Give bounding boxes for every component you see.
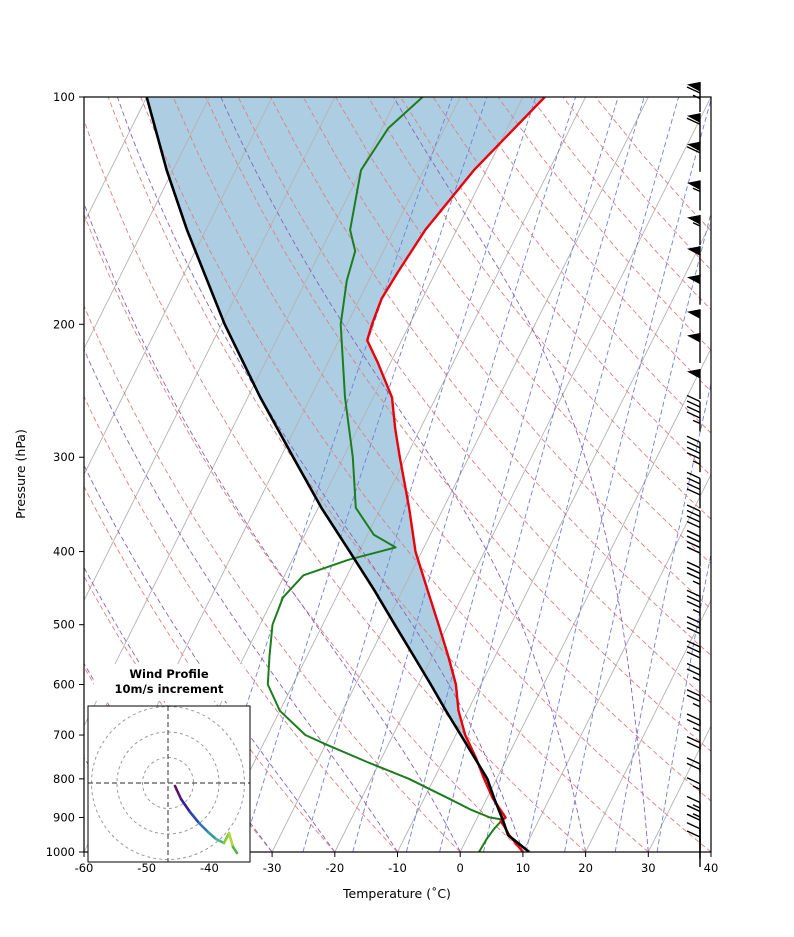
svg-text:10: 10 (516, 861, 531, 875)
svg-text:20: 20 (578, 861, 593, 875)
x-axis-ticks: -60 -50 -40 -30 -20 -10 0 10 20 30 40 (75, 852, 719, 875)
temperature-profile-line (366, 97, 546, 852)
svg-text:500: 500 (53, 618, 75, 632)
hodograph-crosshair (88, 706, 250, 862)
svg-text:-20: -20 (325, 861, 344, 875)
dewpoint-profile-line (266, 97, 504, 852)
svg-text:800: 800 (53, 772, 75, 786)
y-axis-ticks: 100 200 300 400 500 600 700 800 900 1000 (46, 90, 84, 859)
cape-shading (146, 97, 545, 822)
hodograph-inset (87, 705, 251, 863)
svg-text:0: 0 (457, 861, 464, 875)
x-axis-label: Temperature (˚C) (342, 886, 451, 901)
svg-text:-50: -50 (137, 861, 156, 875)
svg-text:300: 300 (53, 450, 75, 464)
svg-text:-60: -60 (75, 861, 94, 875)
wind-barbs (686, 82, 701, 867)
svg-text:600: 600 (53, 678, 75, 692)
svg-text:100: 100 (53, 90, 75, 104)
hodograph-title: Wind Profile (129, 667, 209, 681)
hodograph-title-background (94, 664, 244, 701)
svg-text:400: 400 (53, 545, 75, 559)
hodograph-subtitle: 10m/s increment (115, 682, 224, 696)
svg-text:900: 900 (53, 810, 75, 824)
hodograph-trace (173, 784, 239, 855)
svg-text:-10: -10 (388, 861, 407, 875)
svg-text:1000: 1000 (46, 845, 75, 859)
isotherm-gridlines (84, 97, 711, 852)
svg-text:200: 200 (53, 317, 75, 331)
y-axis-label: Pressure (hPa) (13, 429, 28, 519)
svg-text:40: 40 (704, 861, 719, 875)
parcel-profile-line (145, 97, 531, 852)
svg-text:-30: -30 (263, 861, 282, 875)
svg-text:30: 30 (641, 861, 656, 875)
hodograph-border (87, 705, 251, 863)
svg-text:-40: -40 (200, 861, 219, 875)
svg-text:700: 700 (53, 728, 75, 742)
mixing-ratio-lines (199, 97, 711, 852)
